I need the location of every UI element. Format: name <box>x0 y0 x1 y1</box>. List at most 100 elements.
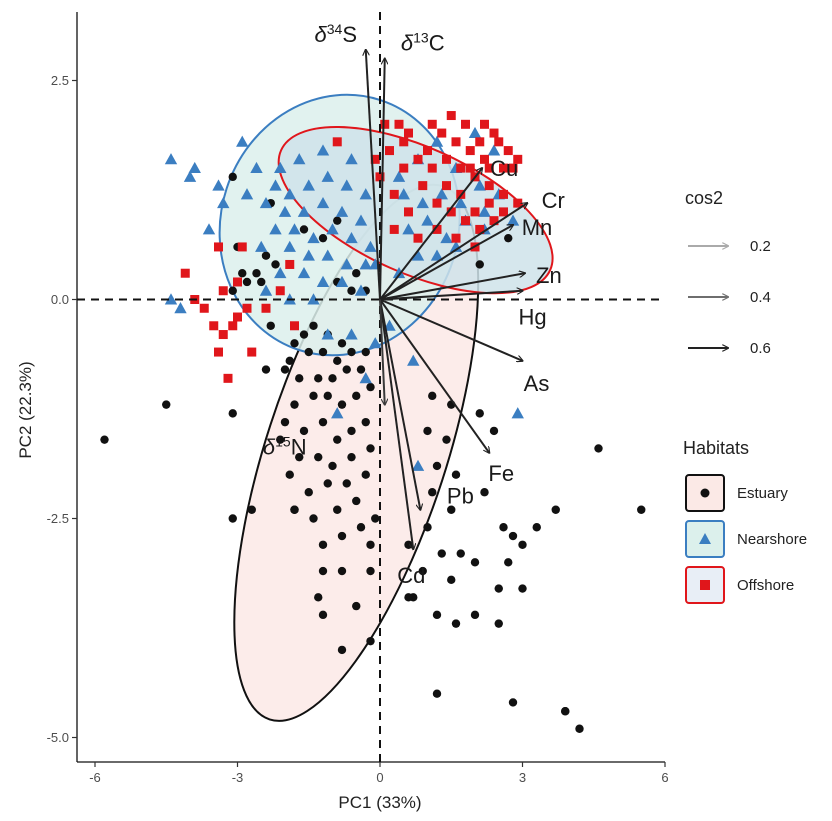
point-nearshore <box>316 144 330 156</box>
loading-Cd: Cd <box>379 299 425 588</box>
point-estuary <box>361 417 370 427</box>
point-estuary <box>352 269 361 278</box>
point-estuary <box>228 172 237 182</box>
point-offshore <box>427 119 437 129</box>
point-offshore <box>499 163 508 173</box>
point-estuary <box>447 575 456 585</box>
point-nearshore <box>354 284 368 296</box>
point-estuary <box>299 225 309 234</box>
point-estuary <box>318 610 328 620</box>
point-estuary <box>366 636 375 646</box>
point-estuary <box>309 514 318 523</box>
point-offshore <box>489 128 499 138</box>
loading-δ34S: δ34S <box>315 21 381 300</box>
loading-Fe: Fe <box>379 298 514 486</box>
point-estuary <box>295 452 304 462</box>
point-nearshore <box>468 126 482 139</box>
point-offshore <box>209 321 219 331</box>
point-offshore <box>451 137 461 147</box>
point-estuary <box>318 540 328 549</box>
loading-arrow <box>379 273 525 301</box>
point-estuary <box>489 426 499 436</box>
point-offshore <box>228 321 238 331</box>
point-offshore <box>451 233 461 243</box>
point-estuary <box>561 707 570 716</box>
point-nearshore <box>164 293 178 305</box>
point-estuary <box>333 435 342 444</box>
loading-arrow <box>379 299 420 510</box>
axes: -6 -3 0 3 6 2.5 0.0 -2.5 -5.0 <box>47 12 669 785</box>
legend-habitat-estuary: Estuary <box>685 474 788 512</box>
point-estuary <box>337 339 347 348</box>
point-nearshore <box>283 240 296 252</box>
x-tick-label: 3 <box>519 770 526 785</box>
loading-arrow <box>379 298 489 453</box>
point-estuary <box>504 558 513 567</box>
point-nearshore <box>421 214 434 226</box>
point-estuary <box>304 488 313 497</box>
point-offshore <box>180 268 190 278</box>
point-offshore <box>423 146 432 156</box>
point-offshore <box>218 330 228 340</box>
point-offshore <box>385 146 394 156</box>
point-offshore <box>413 154 423 164</box>
point-estuary <box>451 470 461 479</box>
loading-As: As <box>379 298 549 396</box>
point-offshore <box>475 224 485 234</box>
point-estuary <box>162 400 171 409</box>
point-offshore <box>480 119 489 129</box>
point-estuary <box>318 417 328 427</box>
y-tick-label: 2.5 <box>51 73 69 88</box>
point-offshore <box>394 119 404 129</box>
point-offshore <box>456 163 466 173</box>
point-estuary <box>337 566 347 576</box>
point-estuary <box>290 400 299 409</box>
point-offshore <box>513 154 523 164</box>
point-estuary <box>285 356 294 366</box>
point-estuary <box>499 523 508 532</box>
loading-arrow <box>379 299 385 405</box>
point-nearshore <box>283 188 296 200</box>
point-estuary <box>475 260 484 269</box>
point-estuary <box>532 523 541 532</box>
point-estuary <box>323 391 332 401</box>
loading-arrow <box>379 298 523 361</box>
point-estuary <box>451 619 461 628</box>
point-offshore <box>437 128 447 138</box>
point-estuary <box>352 391 361 401</box>
loading-label: Zn <box>536 263 562 288</box>
point-estuary <box>323 479 332 488</box>
point-estuary <box>575 724 584 733</box>
legend-habitats-title: Habitats <box>683 438 749 458</box>
point-nearshore <box>278 205 292 217</box>
point-nearshore <box>449 240 463 252</box>
point-nearshore <box>297 267 311 279</box>
point-offshore <box>442 154 451 164</box>
point-nearshore <box>302 179 315 191</box>
point-nearshore <box>217 196 230 209</box>
point-offshore <box>442 181 451 191</box>
point-estuary <box>423 426 432 436</box>
point-nearshore <box>407 354 420 366</box>
point-estuary <box>494 619 503 628</box>
point-offshore <box>446 111 456 121</box>
y-axis-title: PC2 (22.3%) <box>16 361 35 458</box>
point-nearshore <box>397 188 410 200</box>
point-offshore <box>484 181 494 191</box>
point-estuary <box>328 374 337 383</box>
point-estuary <box>257 277 266 287</box>
point-offshore <box>214 242 223 252</box>
legend-habitat-label: Offshore <box>737 577 794 594</box>
point-offshore <box>380 119 390 129</box>
point-offshore <box>214 347 223 357</box>
point-nearshore <box>259 284 273 296</box>
point-offshore <box>446 207 456 217</box>
x-tick-label: -3 <box>232 770 244 785</box>
point-offshore <box>218 286 228 296</box>
loading-label: Cr <box>542 188 565 213</box>
point-estuary <box>328 461 337 471</box>
point-estuary <box>361 470 370 479</box>
point-nearshore <box>430 249 444 261</box>
point-estuary <box>295 374 304 383</box>
point-offshore <box>432 224 442 234</box>
